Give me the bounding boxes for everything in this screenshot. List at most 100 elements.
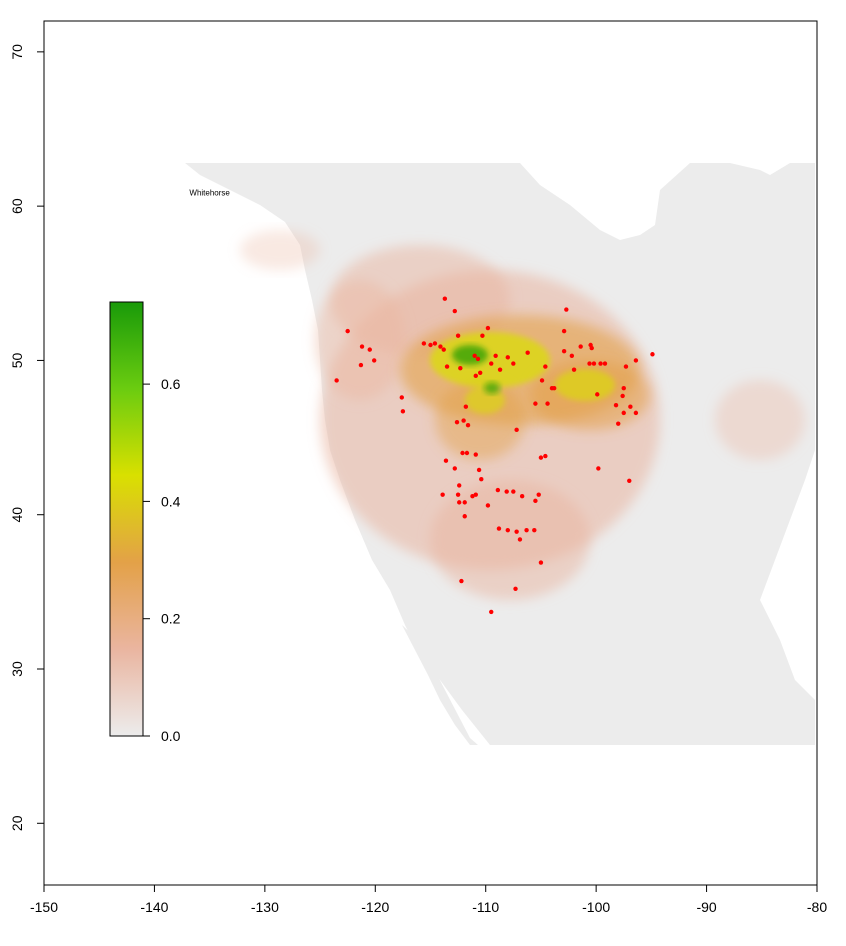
occurrence-point — [621, 410, 626, 416]
occurrence-point — [476, 467, 482, 473]
occurrence-point — [613, 402, 619, 408]
occurrence-point — [432, 341, 438, 346]
occurrence-point — [511, 489, 516, 494]
occurrence-point — [497, 367, 503, 372]
occurrence-point — [489, 609, 494, 615]
raster-low-south — [430, 480, 590, 600]
occurrence-point — [533, 401, 538, 406]
y-tick-label: 20 — [9, 815, 25, 831]
occurrence-point — [538, 455, 544, 460]
x-tick-label: -90 — [696, 899, 716, 915]
occurrence-point — [477, 370, 483, 375]
x-tick-label: -80 — [807, 899, 827, 915]
occurrence-point — [485, 325, 491, 331]
occurrence-point — [359, 344, 365, 349]
baja-peninsula — [402, 625, 478, 745]
occurrence-point — [457, 483, 462, 488]
occurrence-point — [543, 453, 548, 459]
occurrence-point — [399, 395, 404, 400]
occurrence-point — [461, 418, 466, 423]
legend-tick-label: 0.4 — [161, 493, 181, 509]
raster-low-east — [715, 380, 805, 460]
occurrence-point — [452, 308, 457, 314]
occurrence-point — [443, 458, 449, 463]
occurrence-point — [539, 378, 545, 383]
occurrence-point — [595, 392, 600, 397]
occurrence-point — [620, 393, 625, 399]
occurrence-point — [602, 361, 608, 366]
occurrence-point — [589, 345, 594, 351]
colorbar — [109, 301, 144, 737]
occurrence-point — [517, 537, 523, 542]
occurrence-point — [532, 527, 537, 533]
occurrence-point — [334, 378, 339, 383]
y-tick-label: 70 — [9, 44, 25, 60]
occurrence-point — [441, 347, 446, 352]
occurrence-point — [444, 364, 450, 369]
occurrence-point — [505, 527, 510, 533]
occurrence-point — [371, 358, 377, 363]
occurrence-point — [421, 341, 427, 346]
occurrence-point — [545, 401, 550, 406]
occurrence-point — [633, 410, 639, 416]
occurrence-point — [551, 386, 557, 391]
occurrence-point — [627, 478, 632, 483]
occurrence-point — [457, 500, 462, 505]
occurrence-point — [519, 494, 525, 499]
x-tick-label: -120 — [361, 899, 389, 915]
occurrence-point — [345, 328, 350, 334]
legend-ticks: 0.0 0.2 0.4 0.6 — [143, 376, 181, 744]
occurrence-point — [400, 409, 406, 414]
legend-tick-label: 0.2 — [161, 611, 181, 627]
occurrence-point — [463, 404, 469, 409]
occurrence-point — [598, 361, 603, 366]
occurrence-point — [464, 450, 470, 456]
x-tick-label: -130 — [251, 899, 279, 915]
occurrence-point — [513, 586, 518, 591]
occurrence-point — [571, 367, 577, 372]
raster-high-core — [430, 332, 550, 388]
occurrence-point — [578, 344, 583, 349]
occurrence-point — [525, 350, 530, 355]
occurrence-point — [367, 347, 372, 352]
raster-top-south — [484, 382, 500, 394]
occurrence-point — [533, 498, 538, 504]
occurrence-point — [465, 423, 471, 428]
occurrence-point — [480, 333, 485, 338]
occurrence-point — [591, 361, 597, 366]
suitability-raster — [240, 230, 805, 600]
occurrence-point — [596, 466, 601, 471]
occurrence-point — [561, 348, 567, 354]
occurrence-point — [455, 492, 461, 497]
occurrence-point — [543, 364, 548, 369]
raster-high-east — [555, 369, 615, 401]
y-tick-label: 60 — [9, 198, 25, 214]
occurrence-point — [442, 296, 448, 301]
occurrence-point — [440, 492, 445, 497]
occurrence-point — [561, 328, 567, 334]
occurrence-point — [628, 404, 633, 409]
raster-top-core — [452, 345, 488, 365]
x-axis: -150 -140 -130 -120 -110 -100 -90 -80 — [30, 884, 827, 915]
occurrence-point — [479, 477, 484, 482]
x-tick-label: -150 — [30, 899, 58, 915]
occurrence-point — [587, 361, 592, 366]
occurrence-points — [334, 296, 655, 615]
occurrence-point — [505, 355, 510, 360]
occurrence-point — [514, 427, 519, 433]
x-tick-label: -110 — [472, 899, 499, 915]
occurrence-point — [455, 333, 461, 338]
occurrence-point — [621, 386, 626, 391]
occurrence-point — [428, 342, 433, 348]
occurrence-point — [358, 362, 364, 368]
occurrence-point — [459, 578, 464, 584]
occurrence-point — [538, 560, 544, 565]
occurrence-point — [493, 353, 498, 358]
occurrence-point — [473, 452, 478, 457]
occurrence-point — [454, 419, 460, 425]
occurrence-point — [616, 421, 621, 426]
occurrence-point — [511, 361, 516, 366]
occurrence-point — [452, 466, 457, 471]
occurrence-point — [438, 344, 443, 349]
raster-low-west — [315, 280, 405, 400]
